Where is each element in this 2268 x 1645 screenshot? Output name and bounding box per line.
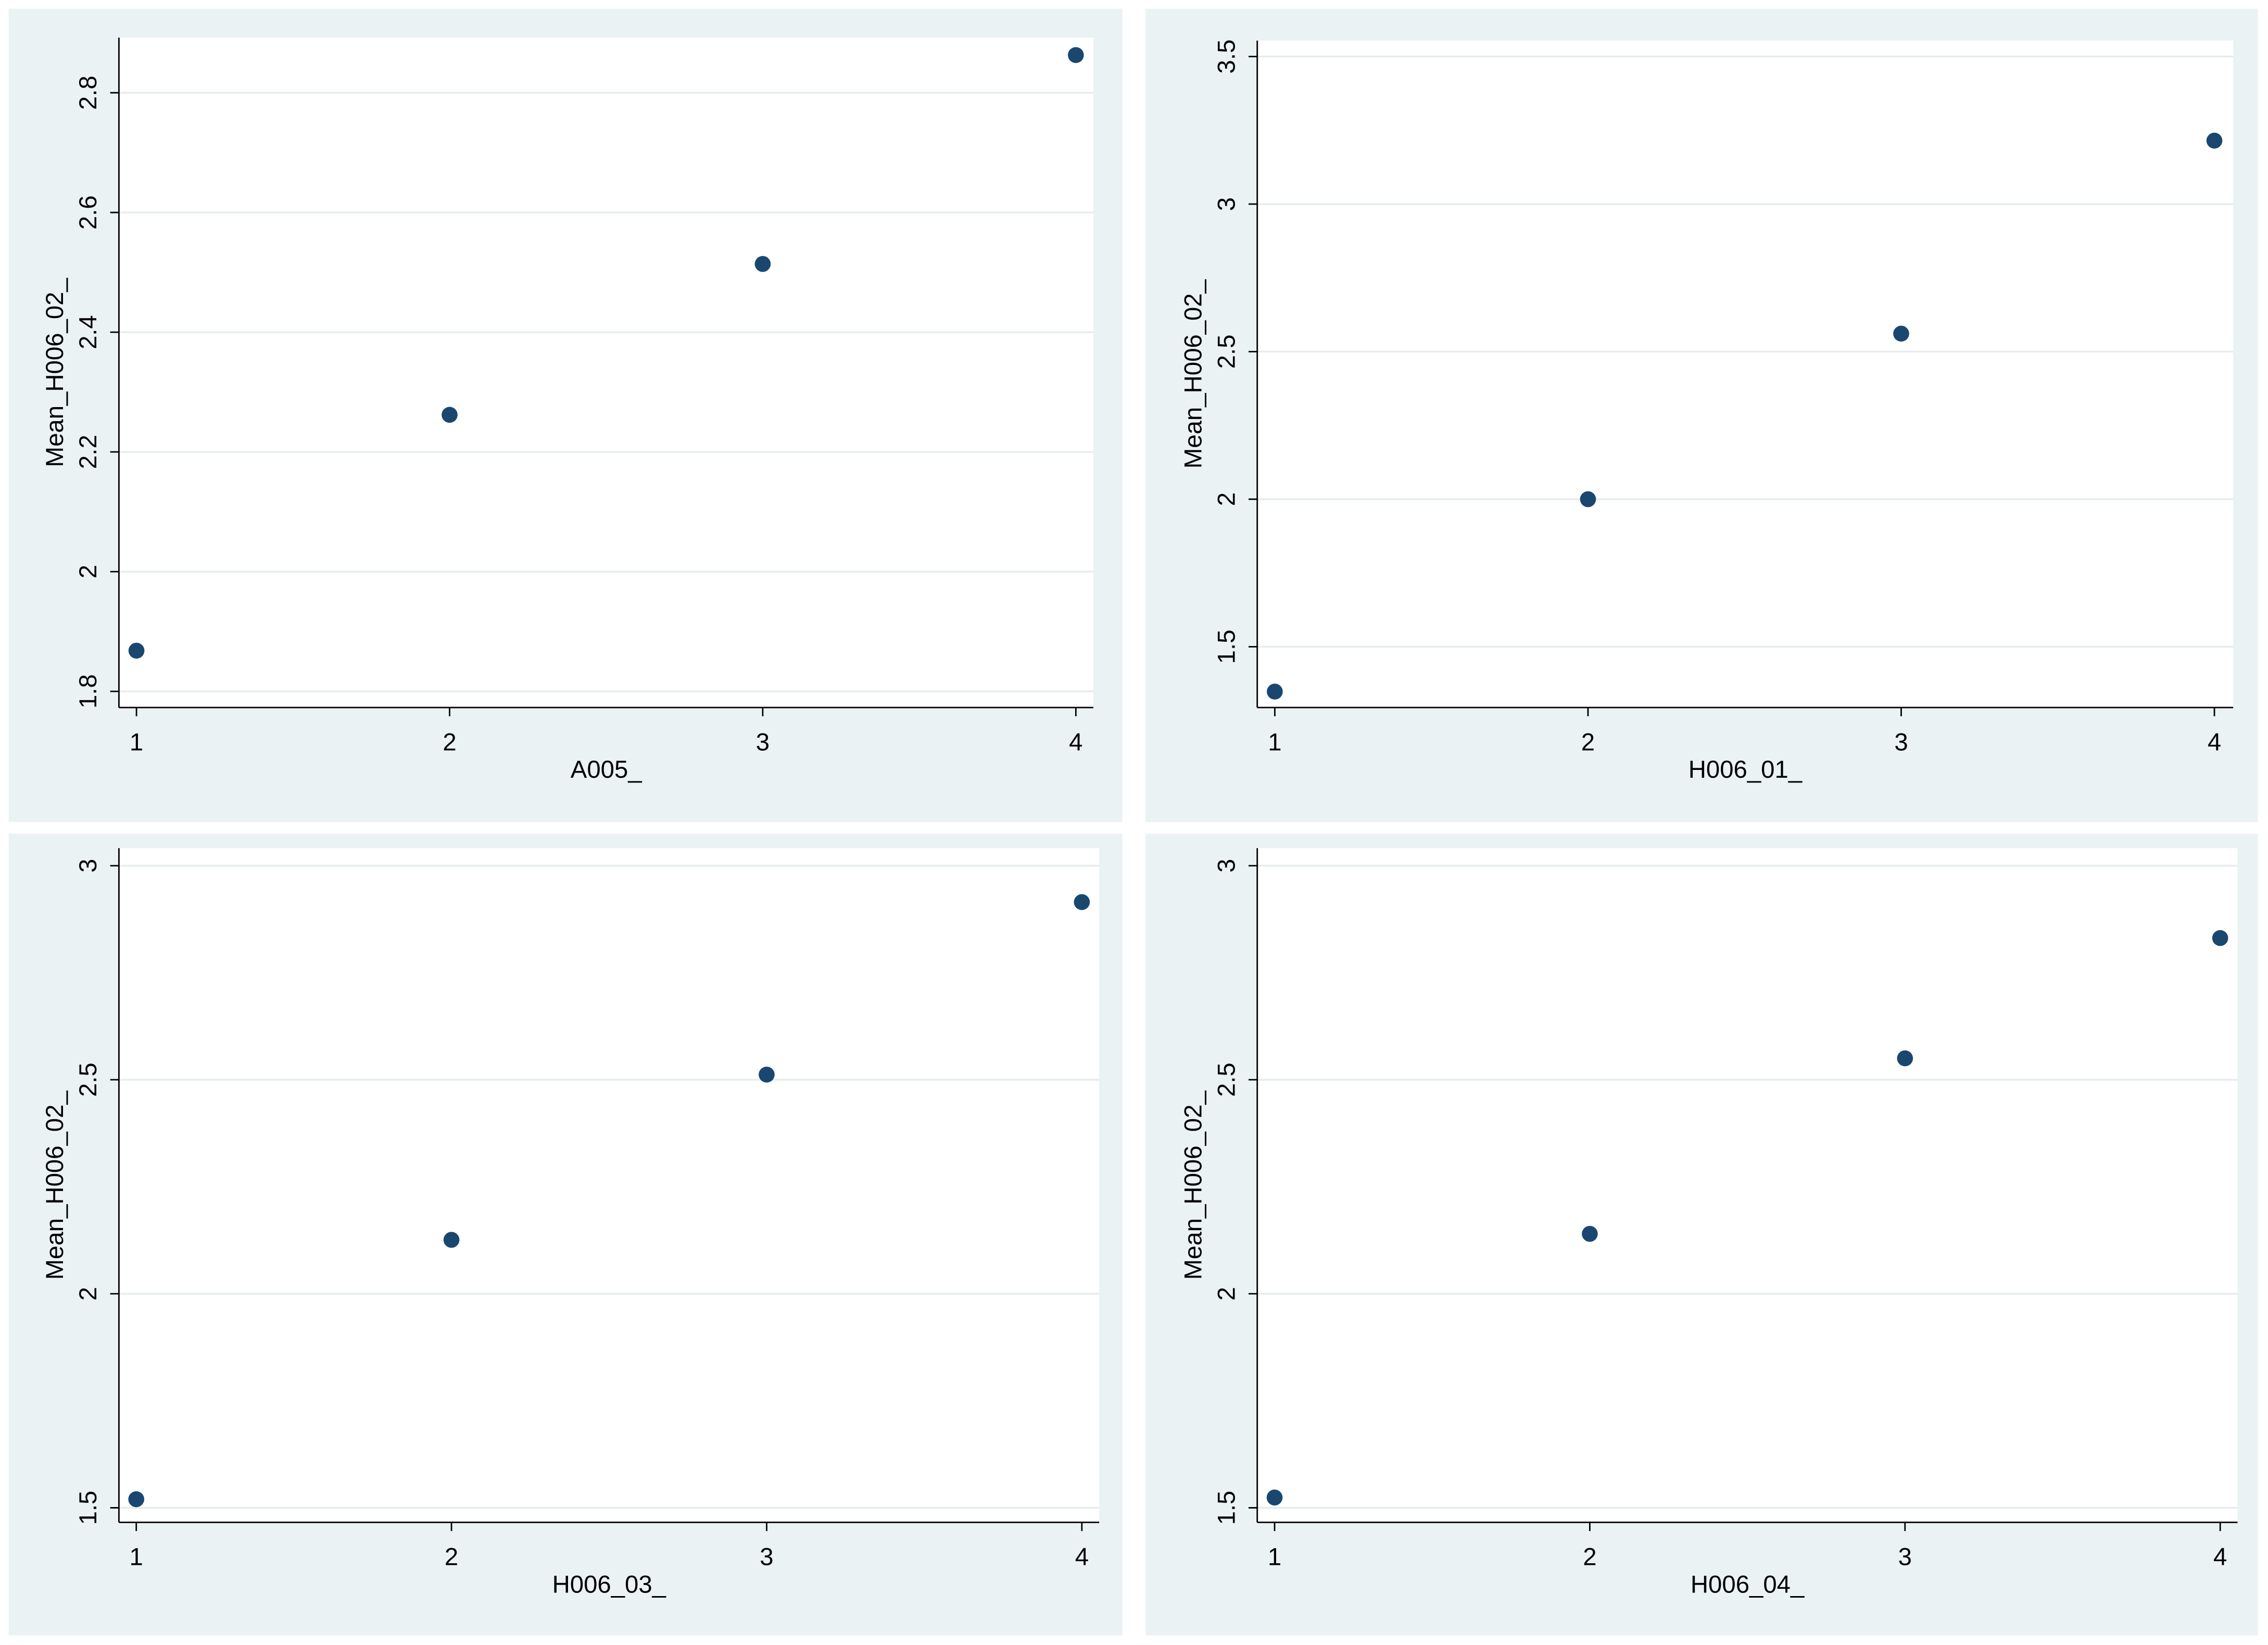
plot-area bbox=[119, 37, 1094, 708]
x-tick-label: 1 bbox=[130, 728, 143, 756]
x-tick-label: 1 bbox=[130, 1543, 143, 1571]
y-tick-label: 2 bbox=[1213, 1287, 1241, 1300]
y-tick-label: 2.2 bbox=[74, 435, 102, 469]
y-axis-title: Mean_H006_02_ bbox=[41, 1091, 69, 1280]
y-tick-label: 2 bbox=[74, 565, 102, 578]
x-tick-label: 1 bbox=[1268, 728, 1281, 756]
plot-area bbox=[1257, 40, 2234, 708]
x-tick-label: 2 bbox=[1581, 728, 1595, 756]
y-tick-label: 2 bbox=[1213, 492, 1241, 506]
point bbox=[1267, 684, 1283, 700]
y-tick-label: 2.6 bbox=[74, 195, 102, 230]
point bbox=[1068, 47, 1084, 64]
y-tick-label: 3 bbox=[1213, 197, 1241, 211]
x-tick-label: 3 bbox=[760, 1543, 773, 1571]
point bbox=[1266, 1489, 1283, 1506]
y-axis-title: Mean_H006_02_ bbox=[41, 278, 69, 467]
point bbox=[128, 1491, 145, 1508]
chart-panel: 1.8 2 2.2 2.4 2.6 2.8 1 2 3 4 A005_ Mean_H006_02_ bbox=[8, 8, 1123, 822]
point bbox=[1074, 894, 1090, 910]
y-axis-title: Mean_H006_02_ bbox=[1179, 1091, 1207, 1280]
plot-area bbox=[119, 848, 1100, 1523]
y-tick-label: 2.5 bbox=[1213, 335, 1241, 369]
y-tick-label: 2.4 bbox=[74, 315, 102, 349]
plot-area bbox=[1257, 848, 2238, 1523]
point bbox=[1580, 491, 1596, 508]
point bbox=[1893, 325, 1909, 342]
y-tick-label: 2.8 bbox=[74, 75, 102, 110]
x-tick-label: 3 bbox=[1898, 1543, 1912, 1571]
x-axis-title: H006_03_ bbox=[552, 1571, 666, 1598]
x-axis-title: H006_04_ bbox=[1691, 1571, 1805, 1598]
x-tick-label: 2 bbox=[443, 728, 456, 756]
x-axis-title: H006_01_ bbox=[1689, 756, 1803, 783]
point bbox=[754, 256, 771, 272]
chart-panel: 1.5 2 2.5 3 1 2 3 4 H006_03_ Mean_H006_02_ bbox=[8, 833, 1123, 1636]
point bbox=[128, 642, 145, 659]
y-tick-label: 1.5 bbox=[1213, 1491, 1241, 1525]
y-tick-label: 3 bbox=[74, 859, 102, 872]
x-tick-label: 2 bbox=[1583, 1543, 1596, 1571]
x-tick-label: 4 bbox=[2208, 728, 2221, 756]
y-tick-label: 3 bbox=[1213, 859, 1241, 872]
y-tick-label: 3.5 bbox=[1213, 40, 1241, 74]
y-axis-title: Mean_H006_02_ bbox=[1179, 279, 1207, 469]
x-tick-label: 1 bbox=[1268, 1543, 1281, 1571]
point bbox=[442, 407, 458, 423]
point bbox=[1897, 1050, 1913, 1067]
x-tick-label: 4 bbox=[1069, 728, 1082, 756]
x-axis-title: A005_ bbox=[571, 756, 642, 783]
point bbox=[2206, 132, 2223, 149]
x-tick-label: 3 bbox=[756, 728, 770, 756]
y-tick-label: 1.5 bbox=[1213, 629, 1241, 664]
y-tick-label: 2 bbox=[74, 1287, 102, 1300]
y-tick-label: 2.5 bbox=[74, 1062, 102, 1097]
point bbox=[2212, 930, 2228, 946]
point bbox=[1582, 1225, 1598, 1242]
chart-panel: 1.5 2 2.5 3 1 2 3 4 H006_04_ Mean_H006_02_ bbox=[1145, 833, 2258, 1636]
point bbox=[443, 1232, 460, 1248]
y-tick-label: 1.8 bbox=[74, 674, 102, 708]
chart-panel: 1.5 2 2.5 3 3.5 1 2 3 4 H006_01_ Mean_H006_02_ bbox=[1145, 8, 2258, 822]
x-tick-label: 3 bbox=[1894, 728, 1908, 756]
y-tick-label: 2.5 bbox=[1213, 1062, 1241, 1097]
point bbox=[759, 1066, 775, 1083]
y-tick-label: 1.5 bbox=[74, 1491, 102, 1525]
x-tick-label: 2 bbox=[445, 1543, 458, 1571]
x-tick-label: 4 bbox=[2213, 1543, 2227, 1571]
x-tick-label: 4 bbox=[1075, 1543, 1089, 1571]
